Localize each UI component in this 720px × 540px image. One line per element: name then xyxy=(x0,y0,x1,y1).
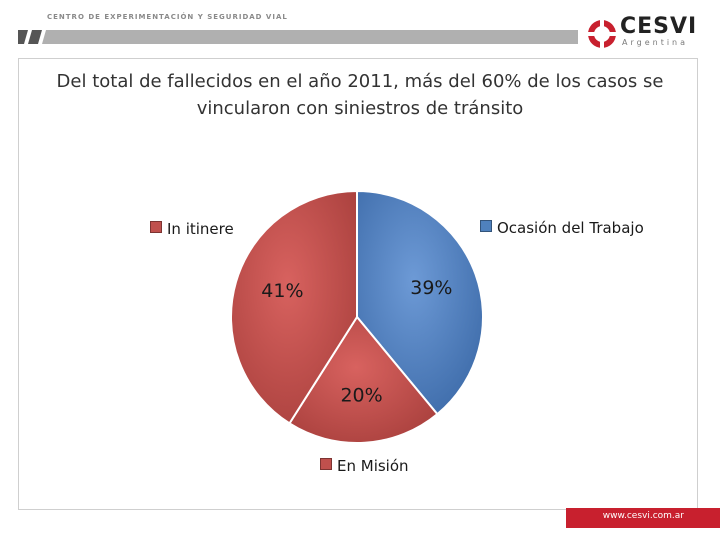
legend-item-en-mision: En Misión xyxy=(320,457,409,475)
legend-label-ocasion-del-trabajo: Ocasión del Trabajo xyxy=(497,219,644,237)
legend-item-ocasion-del-trabajo: Ocasión del Trabajo xyxy=(480,219,644,237)
legend-label-in-itinere: In itinere xyxy=(167,220,234,238)
pie-slice-in-itinere xyxy=(230,189,358,425)
pie-label-ocasion-del-trabajo: 39% xyxy=(410,277,452,299)
pie-slices xyxy=(230,189,484,444)
legend-item-in-itinere: In itinere xyxy=(150,220,234,238)
cesvi-logo-icon xyxy=(588,20,616,48)
header-stripe xyxy=(18,30,578,44)
footer-bar xyxy=(566,508,720,528)
organization-name: CENTRO DE EXPERIMENTACIÓN Y SEGURIDAD VI… xyxy=(47,13,288,21)
chart-title: Del total de fallecidos en el año 2011, … xyxy=(56,71,664,119)
logo-name: CESVI xyxy=(620,14,698,39)
logo-subtitle: Argentina xyxy=(622,38,689,47)
footer-url[interactable]: www.cesvi.com.ar xyxy=(602,511,684,521)
pie-slice-en-mision xyxy=(288,315,439,444)
pie-slice-ocasion-del-trabajo xyxy=(356,189,484,416)
pie-data-labels: 39% 20% 41% xyxy=(261,277,452,406)
legend-label-en-mision: En Misión xyxy=(337,457,409,475)
legend-swatch-en-mision xyxy=(320,458,332,470)
legend-swatch-ocasion-del-trabajo xyxy=(480,220,492,232)
pie-label-in-itinere: 41% xyxy=(261,280,303,302)
legend-swatch-in-itinere xyxy=(150,221,162,233)
slide-frame xyxy=(18,58,698,510)
pie-label-en-mision: 20% xyxy=(340,384,382,406)
